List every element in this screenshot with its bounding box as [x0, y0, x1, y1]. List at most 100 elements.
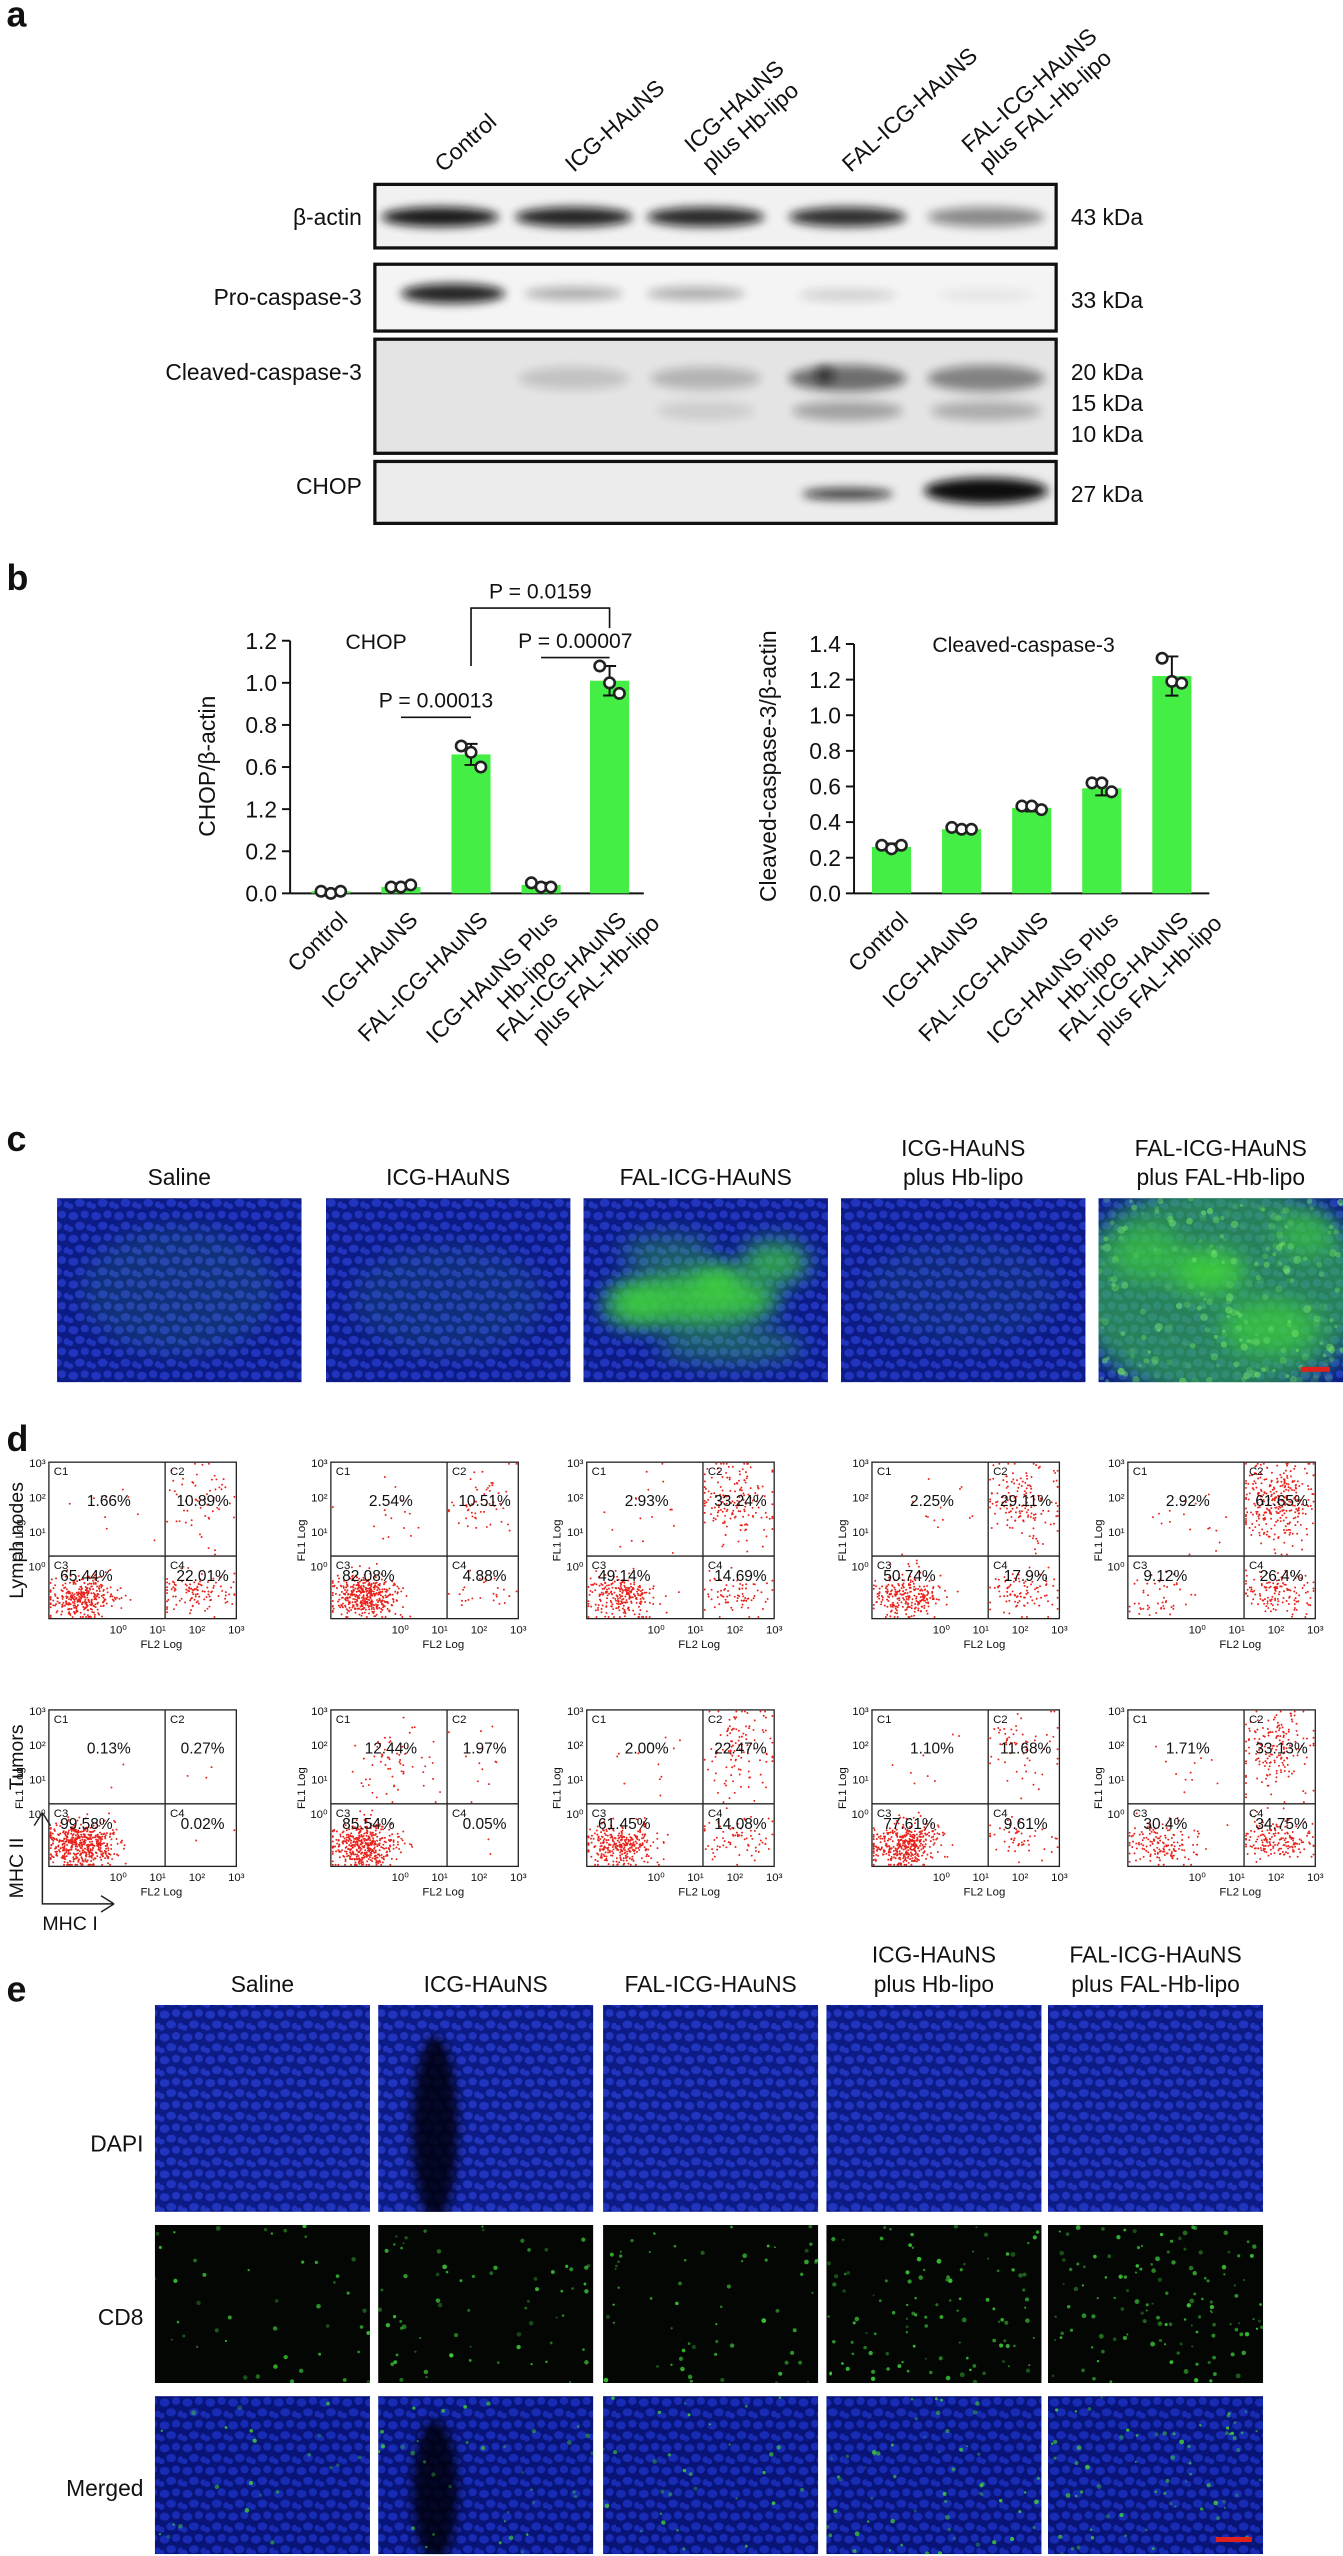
event-dot	[1275, 1520, 1278, 1523]
event-dot	[399, 1613, 402, 1616]
event-dot	[166, 1589, 169, 1592]
event-dot	[68, 1581, 71, 1584]
event-dot	[703, 1499, 706, 1502]
event-dot	[745, 1725, 747, 1728]
event-dot	[1266, 1530, 1269, 1533]
quadrant-percent: 0.05%	[463, 1816, 507, 1833]
event-dot	[193, 1598, 196, 1601]
event-dot	[1270, 1480, 1273, 1483]
event-dot	[617, 1597, 620, 1600]
event-dot	[729, 1517, 732, 1520]
x-tick-label: 10³	[1307, 1624, 1324, 1636]
event-dot	[475, 1526, 478, 1529]
event-dot	[100, 1595, 103, 1597]
event-dot	[111, 1858, 114, 1861]
event-dot	[889, 1615, 892, 1618]
event-dot	[368, 1863, 370, 1866]
event-dot	[1047, 1510, 1050, 1513]
event-dot	[331, 1581, 334, 1584]
event-dot	[725, 1807, 728, 1810]
event-dot	[1032, 1537, 1034, 1540]
event-dot	[355, 1590, 358, 1593]
event-dot	[605, 1611, 608, 1614]
event-dot	[748, 1760, 751, 1763]
event-dot	[951, 1733, 954, 1736]
event-dot	[173, 1587, 176, 1590]
fluorescence-speck	[1198, 1239, 1203, 1244]
fluorescence-speck	[1272, 1252, 1277, 1257]
event-dot	[1265, 1533, 1268, 1536]
x-tick-label: 10²	[727, 1872, 744, 1884]
event-dot	[78, 1579, 81, 1581]
fluorescence-speck	[1200, 1304, 1206, 1310]
event-dot	[166, 1586, 169, 1589]
event-dot	[1289, 1487, 1292, 1490]
fluorescence-speck	[1280, 1347, 1287, 1354]
event-dot	[1272, 1538, 1275, 1541]
x-tick-label: 10⁰	[933, 1624, 951, 1636]
event-dot	[495, 1593, 498, 1596]
event-dot	[1247, 1498, 1250, 1501]
event-dot	[208, 1595, 211, 1598]
micrograph	[1098, 1198, 1343, 1383]
event-dot	[205, 1596, 208, 1599]
event-dot	[1295, 1592, 1298, 1595]
event-dot	[95, 1595, 98, 1598]
event-dot	[1250, 1511, 1253, 1514]
event-dot	[1251, 1487, 1254, 1490]
event-dot	[389, 1593, 392, 1596]
event-dot	[876, 1592, 879, 1595]
event-dot	[74, 1842, 77, 1845]
event-dot	[743, 1508, 746, 1511]
event-dot	[1284, 1531, 1287, 1534]
event-dot	[476, 1780, 479, 1783]
event-dot	[68, 1590, 71, 1593]
event-dot	[88, 1577, 91, 1580]
event-dot	[166, 1581, 169, 1584]
event-dot	[1297, 1600, 1300, 1603]
fluorescence-speck	[1249, 1366, 1255, 1372]
event-dot	[349, 1577, 352, 1580]
event-dot	[1128, 1605, 1131, 1608]
event-dot	[190, 1587, 193, 1590]
event-dot	[1294, 1524, 1297, 1527]
event-dot	[1308, 1462, 1311, 1465]
event-dot	[716, 1481, 719, 1484]
event-dot	[743, 1462, 746, 1465]
event-dot	[338, 1594, 341, 1596]
event-dot	[725, 1766, 728, 1769]
event-dot	[59, 1847, 62, 1850]
event-dot	[63, 1863, 66, 1866]
event-dot	[615, 1587, 618, 1590]
event-dot	[357, 1581, 360, 1584]
fluorescence-speck	[1169, 1322, 1174, 1328]
event-dot	[916, 1601, 919, 1603]
event-dot	[388, 1834, 391, 1837]
event-dot	[595, 1616, 598, 1618]
event-dot	[379, 1610, 382, 1613]
event-dot	[345, 1842, 348, 1845]
event-dot	[732, 1585, 735, 1588]
event-dot	[337, 1600, 340, 1603]
y-tick-label: 10¹	[567, 1527, 584, 1539]
event-dot	[348, 1844, 351, 1847]
event-dot	[878, 1587, 881, 1590]
event-dot	[350, 1609, 353, 1611]
event-dot	[658, 1778, 661, 1781]
event-dot	[771, 1756, 774, 1759]
event-dot	[1245, 1498, 1248, 1500]
event-dot	[1289, 1531, 1292, 1534]
event-dot	[746, 1475, 749, 1478]
event-dot	[759, 1773, 762, 1776]
fluorescence-speck	[1231, 1378, 1239, 1383]
blot-bands	[400, 283, 1035, 304]
event-dot	[485, 1488, 488, 1491]
event-dot	[736, 1600, 739, 1603]
event-dot	[166, 1608, 169, 1611]
event-dot	[889, 1863, 892, 1866]
event-dot	[747, 1493, 750, 1496]
event-dot	[731, 1512, 734, 1515]
event-dot	[352, 1577, 355, 1580]
event-dot	[665, 1611, 668, 1614]
event-dot	[402, 1830, 405, 1833]
